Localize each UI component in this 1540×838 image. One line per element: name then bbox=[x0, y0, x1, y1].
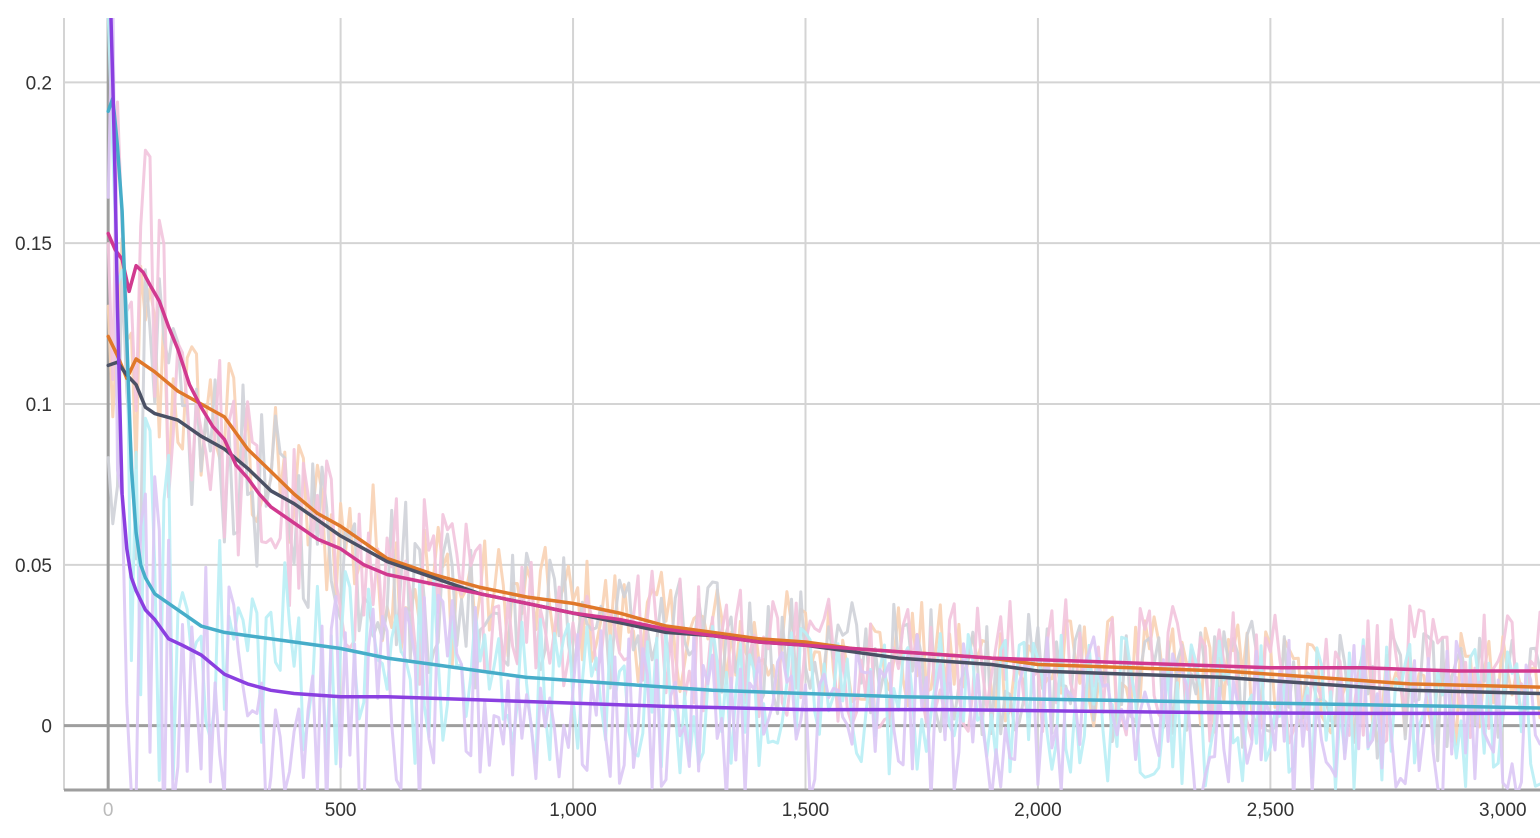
x-tick-label: 2,500 bbox=[1247, 800, 1295, 821]
tick-labels: 0 500 1,000 1,500 2,000 2,500 3,000 0 0.05 0.1 0.1… bbox=[15, 73, 1527, 821]
y-tick-label: 0 bbox=[41, 717, 52, 738]
smoothed-series-layer bbox=[106, 18, 1540, 716]
y-tick-label: 0.2 bbox=[26, 73, 52, 94]
raw-series-line bbox=[106, 18, 1540, 790]
y-tick-label: 0.1 bbox=[26, 395, 52, 416]
y-tick-label: 0.05 bbox=[15, 556, 52, 577]
x-tick-label: 1,000 bbox=[549, 800, 597, 821]
x-tick-label: 3,000 bbox=[1479, 800, 1527, 821]
y-tick-label: 0.15 bbox=[15, 234, 52, 255]
series-line bbox=[106, 96, 1540, 710]
series-line bbox=[106, 231, 1540, 673]
x-tick-label: 0 bbox=[103, 800, 114, 821]
x-tick-label: 500 bbox=[325, 800, 357, 821]
series-line bbox=[109, 18, 1540, 716]
x-tick-label: 1,500 bbox=[782, 800, 830, 821]
x-tick-label: 2,000 bbox=[1014, 800, 1062, 821]
series-line bbox=[106, 334, 1540, 689]
